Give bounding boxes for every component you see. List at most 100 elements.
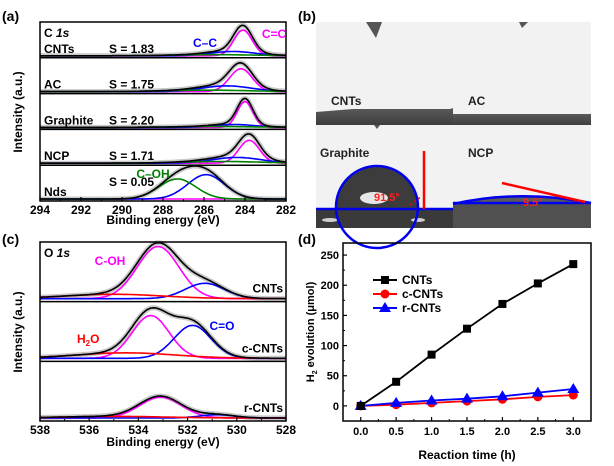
needle-ac bbox=[519, 22, 528, 28]
series-r-cnts bbox=[354, 383, 580, 410]
data-point-r-cnts bbox=[425, 394, 438, 405]
sample-s-value: S = 2.20 bbox=[109, 113, 154, 127]
sample-s-value: S = 1.83 bbox=[109, 42, 154, 56]
sample-label: CNTs bbox=[44, 42, 75, 56]
label-ncp: NCP bbox=[468, 146, 493, 160]
x-tick-label: 1.0 bbox=[424, 426, 439, 438]
annotation-c-c-single: C–C bbox=[193, 36, 217, 50]
x-tick-label: 538 bbox=[30, 423, 50, 437]
fit-circle-graphite bbox=[334, 164, 420, 250]
fit-component-COH bbox=[40, 245, 286, 300]
legend-item-cnts: CNTs bbox=[373, 273, 433, 287]
panel-label-b: (b) bbox=[298, 8, 316, 24]
panel-a-title: C 1s bbox=[44, 26, 70, 40]
panel-label-c: (c) bbox=[2, 231, 19, 247]
substrate-ac bbox=[453, 114, 591, 125]
x-tick-label: 292 bbox=[71, 203, 91, 217]
needle-cnts bbox=[366, 22, 382, 38]
sample-s-value: S = 0.05 bbox=[109, 175, 154, 189]
annotation-c-oh: C–OH bbox=[136, 167, 169, 181]
droplet-graphite bbox=[336, 167, 418, 209]
legend-label: r-CNTs bbox=[402, 301, 441, 315]
panel-a-ylabel: Intensity (a.u.) bbox=[11, 71, 25, 152]
substrate-cnts bbox=[316, 108, 453, 125]
data-point-cnts bbox=[392, 377, 401, 386]
legend-marker bbox=[380, 289, 390, 299]
x-tick-label: 3.0 bbox=[566, 426, 581, 438]
x-tick-label: 0.5 bbox=[388, 426, 403, 438]
data-point-cnts bbox=[498, 299, 507, 308]
substrate-ncp bbox=[453, 204, 591, 228]
x-tick-label: 284 bbox=[235, 203, 255, 217]
data-point-cnts bbox=[427, 350, 436, 359]
x-tick-label: 288 bbox=[153, 203, 173, 217]
x-tick-label: 290 bbox=[112, 203, 132, 217]
annotation-c-o: C=O bbox=[209, 319, 234, 333]
y-tick-label: 250 bbox=[321, 250, 339, 262]
annotation-c-oh-o1s: C-OH bbox=[95, 254, 126, 268]
data-point-cnts bbox=[463, 324, 471, 333]
panel-d-ylabel: H2 evolution (μmol) bbox=[305, 281, 319, 382]
panel-label-a: (a) bbox=[2, 8, 19, 24]
x-tick-label: 286 bbox=[194, 203, 214, 217]
panel-b-contact-angle-photos: CNTs AC Graphite NCP 91.5° 9.5° bbox=[316, 22, 592, 250]
fit-envelope-curve bbox=[40, 97, 286, 129]
fit-envelope-curve bbox=[40, 133, 287, 164]
annotation-c-c-double: C=C bbox=[262, 27, 287, 41]
panel-a-xlabel: Binding energy (eV) bbox=[106, 213, 219, 227]
sample-label: Nds bbox=[44, 185, 67, 199]
panel-a-xps-c1s: 294 292 290 288 286 284 282 C 1s CNTs S = 1.83 A… bbox=[11, 21, 296, 227]
x-tick-label: 530 bbox=[227, 423, 247, 437]
data-point-r-cnts bbox=[531, 386, 544, 397]
sample-label: r-CNTs bbox=[244, 401, 283, 415]
substrate-graphite bbox=[316, 209, 453, 228]
legend-marker bbox=[379, 302, 391, 312]
annotation-h2o: H2O bbox=[77, 332, 99, 348]
raw-data-curve bbox=[40, 240, 286, 302]
sample-label: NCP bbox=[44, 149, 69, 163]
label-ac: AC bbox=[468, 94, 486, 108]
x-tick-label: 536 bbox=[79, 423, 99, 437]
panel-d-h2-evolution: 0.0 0.5 1.0 1.5 2.0 2.5 3.0 0 50 100 150 200 250 CNT… bbox=[305, 242, 592, 462]
tangent-line-ncp bbox=[501, 181, 586, 204]
sample-label: CNTs bbox=[253, 282, 284, 296]
x-tick-label: 1.5 bbox=[459, 426, 474, 438]
label-graphite: Graphite bbox=[320, 146, 370, 160]
legend-item-c-cnts: c-CNTs bbox=[373, 287, 443, 301]
y-tick-label: 50 bbox=[327, 371, 339, 383]
data-point-cnts bbox=[569, 260, 578, 269]
data-point-r-cnts bbox=[390, 396, 403, 407]
x-tick-label: 528 bbox=[276, 423, 296, 437]
y-tick-label: 100 bbox=[321, 341, 339, 353]
panel-d-xlabel: Reaction time (h) bbox=[418, 448, 515, 462]
fit-envelope-curve bbox=[40, 241, 286, 300]
fit-envelope-curve bbox=[39, 395, 286, 419]
y-tick-label: 200 bbox=[321, 280, 339, 292]
y-tick-label: 150 bbox=[321, 310, 339, 322]
sample-spectrum-cnts bbox=[40, 240, 286, 302]
panel-label-d: (d) bbox=[298, 231, 316, 247]
sample-spectrum-ac bbox=[40, 60, 287, 95]
x-tick-label: 2.0 bbox=[495, 426, 510, 438]
legend-label: CNTs bbox=[402, 273, 433, 287]
panel-c-xps-o1s: 538 536 534 532 530 528 O 1s CNTs c-CNTs r-CNTs… bbox=[11, 240, 296, 449]
sample-label: AC bbox=[44, 78, 62, 92]
fit-envelope-curve bbox=[40, 61, 286, 93]
data-point-r-cnts bbox=[461, 392, 473, 403]
legend-marker bbox=[381, 276, 389, 284]
x-tick-label: 282 bbox=[276, 203, 296, 217]
contact-angle-ncp: 9.5° bbox=[523, 197, 543, 209]
legend-item-r-cnts: r-CNTs bbox=[373, 301, 441, 315]
sample-s-value: S = 1.71 bbox=[109, 149, 154, 163]
sample-spectrum-c-cnts bbox=[40, 305, 286, 361]
x-tick-label: 294 bbox=[30, 203, 50, 217]
sample-s-value: S = 1.75 bbox=[109, 78, 154, 92]
contact-angle-graphite: 91.5° bbox=[374, 192, 400, 204]
label-cnts: CNTs bbox=[331, 94, 362, 108]
data-point-r-cnts bbox=[567, 383, 580, 394]
legend-label: c-CNTs bbox=[402, 287, 443, 301]
sample-spectrum-cnts bbox=[40, 22, 287, 59]
x-tick-label: 0.0 bbox=[353, 426, 368, 438]
data-point-cnts bbox=[356, 401, 365, 410]
